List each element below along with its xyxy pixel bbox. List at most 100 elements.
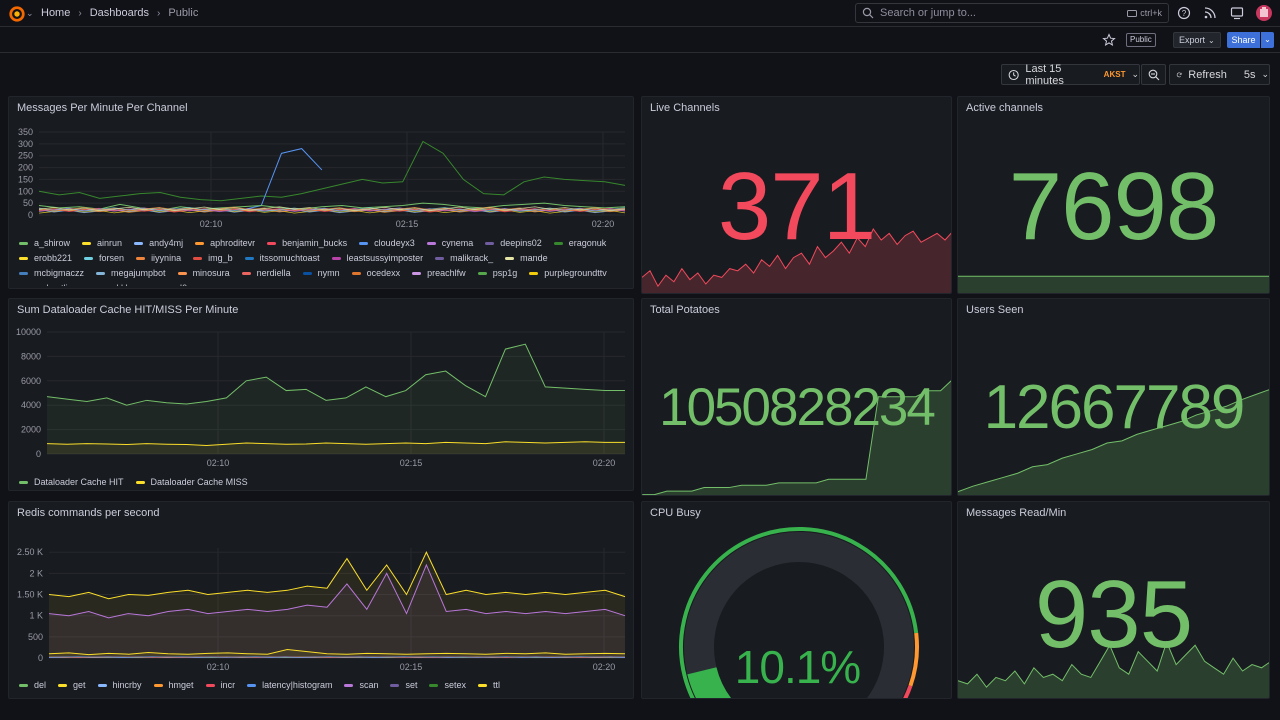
legend-item[interactable]: img_b bbox=[193, 253, 233, 263]
export-button[interactable]: Export ⌄ bbox=[1173, 32, 1221, 48]
legend-item[interactable]: set bbox=[390, 680, 417, 690]
share-dropdown-chevron-icon[interactable]: ⌄ bbox=[1261, 32, 1274, 48]
legend-item[interactable]: rockoutli bbox=[19, 283, 68, 286]
legend-item[interactable]: erobb221 bbox=[19, 253, 72, 263]
legend-item[interactable]: mcbigmaczz bbox=[19, 268, 84, 278]
y-tick-label: 2 K bbox=[29, 568, 43, 578]
legend-label: scan bbox=[359, 680, 379, 690]
legend-item[interactable]: setex bbox=[429, 680, 466, 690]
chevron-down-icon: ⌄ bbox=[1208, 36, 1215, 45]
series-line-eragonuk[interactable] bbox=[38, 140, 626, 202]
users-seen-sparkline bbox=[958, 389, 1269, 495]
breadcrumb-dashboards[interactable]: Dashboards bbox=[89, 7, 150, 19]
legend-swatch bbox=[412, 271, 422, 275]
legend-item[interactable]: incr bbox=[205, 680, 235, 690]
legend-item[interactable]: cynema bbox=[426, 238, 473, 248]
legend-item[interactable]: minosura bbox=[177, 268, 230, 278]
refresh-interval[interactable]: 5s bbox=[1243, 68, 1256, 81]
legend-item[interactable]: latency|histogram bbox=[247, 680, 332, 690]
star-icon[interactable] bbox=[1102, 33, 1116, 47]
series-line-dataloader-cache-hit[interactable] bbox=[46, 343, 625, 406]
rss-icon[interactable] bbox=[1203, 6, 1217, 20]
legend-item[interactable]: iiyynina bbox=[136, 253, 181, 263]
legend-item[interactable]: Dataloader Cache HIT bbox=[19, 477, 124, 487]
panel-users-seen: Users Seen 12667789 bbox=[957, 298, 1270, 496]
legend-item[interactable]: send0o bbox=[148, 283, 193, 286]
series-line-ttl[interactable] bbox=[48, 551, 626, 600]
legend-label: setex bbox=[444, 680, 466, 690]
series-line-cloudeyx3[interactable] bbox=[240, 148, 323, 211]
legend-item[interactable]: aphroditevr bbox=[195, 238, 255, 248]
legend-item[interactable]: leastsussyimposter bbox=[331, 253, 423, 263]
total-potatoes-sparkline bbox=[642, 380, 951, 495]
legend-swatch bbox=[344, 683, 354, 687]
legend-item[interactable]: cloudeyx3 bbox=[359, 238, 415, 248]
legend-item[interactable]: a_shirow bbox=[19, 238, 70, 248]
grafana-logo-icon[interactable] bbox=[8, 5, 26, 23]
series-line-a-shirow[interactable] bbox=[38, 202, 626, 211]
legend-item[interactable]: nerdiella bbox=[241, 268, 291, 278]
search-input[interactable]: Search or jump to... ctrl+k bbox=[855, 3, 1169, 23]
legend-item[interactable]: deepins02 bbox=[485, 238, 542, 248]
search-placeholder: Search or jump to... bbox=[880, 7, 976, 19]
series-line-dataloader-cache-miss[interactable] bbox=[46, 441, 625, 446]
legend-item[interactable]: del bbox=[19, 680, 46, 690]
legend-item[interactable]: hmget bbox=[153, 680, 194, 690]
legend-item[interactable]: preachlfw bbox=[412, 268, 466, 278]
breadcrumb-home[interactable]: Home bbox=[41, 7, 71, 19]
legend-item[interactable]: ainrun bbox=[82, 238, 122, 248]
refresh-label: Refresh bbox=[1188, 68, 1227, 81]
legend-item[interactable]: hincrby bbox=[97, 680, 142, 690]
legend-item[interactable]: samukkha bbox=[80, 283, 136, 286]
legend-item[interactable]: mande bbox=[505, 253, 548, 263]
legend-swatch bbox=[205, 683, 215, 687]
legend-item[interactable]: forsen bbox=[84, 253, 124, 263]
legend-item[interactable]: ocedexx bbox=[351, 268, 401, 278]
legend-item[interactable]: psp1g bbox=[477, 268, 517, 278]
monitor-icon[interactable] bbox=[1230, 6, 1244, 20]
search-shortcut-label: ctrl+k bbox=[1140, 8, 1162, 18]
legend-label: malikrack_ bbox=[450, 253, 494, 263]
sparkline-line bbox=[642, 228, 951, 288]
chevron-down-icon[interactable]: ⌄ bbox=[26, 8, 34, 18]
legend-label: ocedexx bbox=[366, 268, 401, 278]
y-tick-label: 1 K bbox=[29, 611, 43, 621]
legend-item[interactable]: ttl bbox=[478, 680, 500, 690]
legend-label: cloudeyx3 bbox=[374, 238, 415, 248]
users-seen-value: 12667789 bbox=[983, 373, 1246, 442]
redis-chart[interactable]: 0 500 1 K 1.50 K 2 K 2.50 K 02:10 02:15 02:20 bbox=[9, 532, 634, 677]
series-line-get[interactable] bbox=[48, 649, 626, 656]
time-range-picker[interactable]: Last 15 minutes AKST ⌄ bbox=[1001, 63, 1140, 87]
avatar[interactable] bbox=[1256, 5, 1272, 21]
legend-item[interactable]: itssomuchtoast bbox=[244, 253, 320, 263]
chevron-right-icon: › bbox=[157, 7, 161, 19]
x-tick-label: 02:20 bbox=[592, 219, 615, 229]
legend-item[interactable]: megajumpbot bbox=[96, 268, 166, 278]
legend-item[interactable]: malikrack_ bbox=[435, 253, 493, 263]
legend-item[interactable]: benjamin_bucks bbox=[267, 238, 347, 248]
legend-swatch bbox=[84, 256, 94, 260]
sparkline-line bbox=[958, 640, 1269, 688]
dataloader-chart[interactable]: 0 2000 4000 6000 8000 10000 02:10 02:15 02:20 bbox=[9, 323, 634, 475]
panel-total-potatoes: Total Potatoes 1050828234 bbox=[641, 298, 952, 496]
share-button[interactable]: Share bbox=[1227, 32, 1260, 48]
legend-item[interactable]: Dataloader Cache MISS bbox=[135, 477, 248, 487]
legend-swatch bbox=[195, 241, 205, 245]
zoom-out-button[interactable] bbox=[1141, 64, 1166, 85]
legend-label: img_b bbox=[208, 253, 233, 263]
refresh-button[interactable]: Refresh 5s ⌄ bbox=[1169, 64, 1270, 85]
search-icon bbox=[862, 7, 874, 19]
legend-item[interactable]: nymn bbox=[302, 268, 340, 278]
legend-label: andy4mj bbox=[149, 238, 184, 248]
legend-label: benjamin_bucks bbox=[282, 238, 348, 248]
legend-item[interactable]: scan bbox=[344, 680, 378, 690]
panel-title: Sum Dataloader Cache HIT/MISS Per Minute bbox=[17, 304, 239, 316]
series-line-scan[interactable] bbox=[48, 563, 626, 619]
legend-item[interactable]: andy4mj bbox=[134, 238, 183, 248]
legend-item[interactable]: get bbox=[58, 680, 86, 690]
legend-item[interactable]: purplegroundttv bbox=[529, 268, 607, 278]
legend-item[interactable]: eragonuk bbox=[553, 238, 606, 248]
help-icon[interactable]: ? bbox=[1177, 6, 1191, 20]
panel-live-channels: Live Channels 371 bbox=[641, 96, 952, 294]
